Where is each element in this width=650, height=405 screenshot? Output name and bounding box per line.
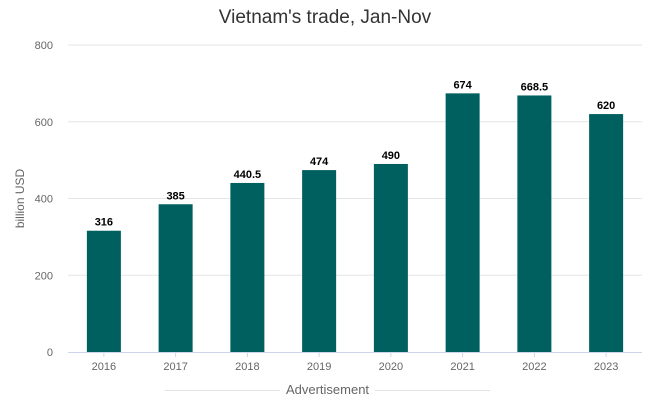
chart-title: Vietnam's trade, Jan-Nov — [218, 7, 432, 28]
data-label: 490 — [382, 150, 400, 162]
bar — [445, 93, 480, 352]
y-tick-label: 200 — [35, 270, 53, 282]
data-label: 316 — [95, 217, 113, 229]
data-label: 674 — [453, 79, 472, 91]
x-tick-label: 2020 — [379, 361, 403, 373]
y-axis-title: billion USD — [13, 168, 27, 228]
advertisement-divider: Advertisement — [165, 382, 490, 400]
y-tick-label: 0 — [47, 347, 53, 359]
x-tick-label: 2018 — [235, 361, 259, 373]
bar — [589, 114, 624, 352]
bar — [302, 170, 337, 352]
advertisement-label: Advertisement — [279, 382, 376, 397]
data-label: 620 — [597, 100, 615, 112]
x-tick-label: 2022 — [522, 361, 546, 373]
x-tick-label: 2021 — [450, 361, 474, 373]
y-tick-label: 600 — [35, 117, 53, 129]
bar — [517, 95, 552, 352]
bar — [230, 182, 265, 352]
y-tick-label: 400 — [35, 194, 53, 206]
data-label: 440.5 — [234, 169, 262, 181]
bar — [158, 204, 193, 352]
bar — [86, 230, 121, 352]
x-tick-label: 2019 — [307, 361, 331, 373]
x-tick-label: 2016 — [92, 361, 116, 373]
data-label: 385 — [166, 190, 184, 202]
data-label: 668.5 — [521, 81, 549, 93]
bar — [373, 163, 408, 352]
advertisement-label-wrap: Advertisement — [165, 382, 490, 397]
y-tick-label: 800 — [35, 40, 53, 52]
data-label: 474 — [310, 156, 329, 168]
x-tick-label: 2017 — [163, 361, 187, 373]
x-tick-label: 2023 — [594, 361, 618, 373]
